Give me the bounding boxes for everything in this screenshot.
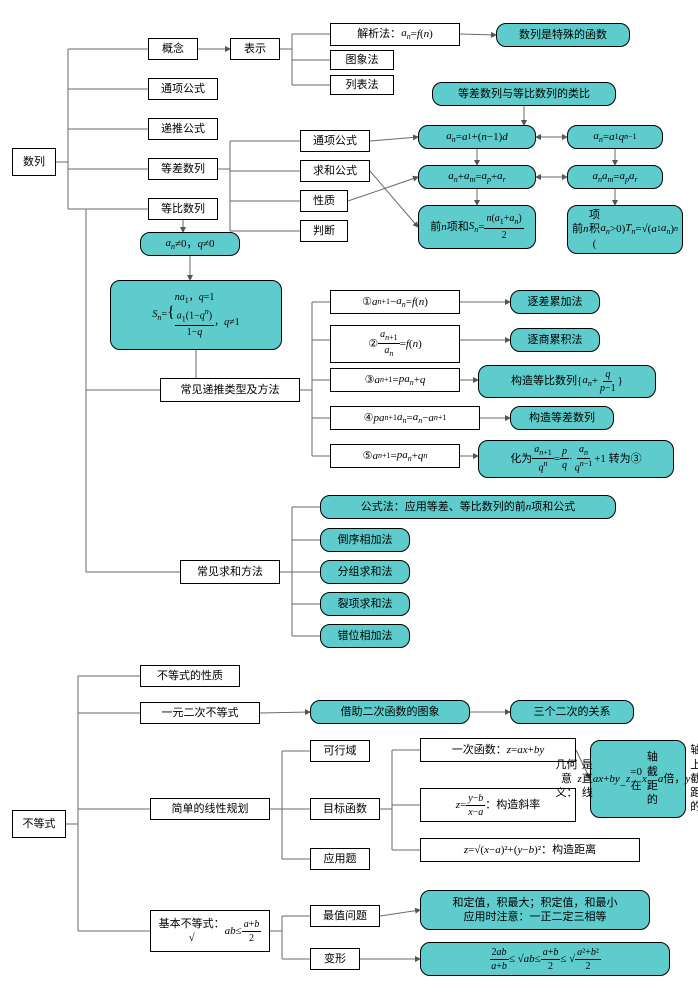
node-n_hdz: 和定值，积最大；积定值，和最小应用时注意：一正二定三相等 bbox=[420, 890, 650, 930]
node-n_tongxiang: 通项公式 bbox=[148, 78, 218, 100]
node-n_yc: 一次函数：z=ax+by bbox=[420, 738, 576, 762]
node-n_bxf: 2aba+b ≤ √ab≤a+b2 ≤ √a²+b²2 bbox=[420, 942, 670, 976]
node-n_r2b: 逐商累积法 bbox=[510, 328, 600, 352]
node-n_r4b: 构造等差数列 bbox=[510, 406, 614, 430]
node-n_r2: ②an+1an=f(n) bbox=[330, 325, 460, 363]
node-n_gainian: 概念 bbox=[148, 38, 198, 60]
node-n_ditui: 递推公式 bbox=[148, 118, 218, 140]
node-n_kxy: 可行域 bbox=[310, 740, 370, 762]
node-n_anne0: an≠0，q≠0 bbox=[140, 232, 240, 256]
node-n_mid_qh: 求和公式 bbox=[300, 160, 370, 182]
node-root1: 数列 bbox=[12, 148, 56, 176]
node-n_r5b: 化为an+1qn=pq·anqn−1+1 转为③ bbox=[478, 440, 674, 478]
node-n_dengbi: 等比数列 bbox=[148, 198, 218, 220]
node-n_mid_pd: 判断 bbox=[300, 220, 348, 242]
node-n_qh2: 倒序相加法 bbox=[320, 528, 410, 552]
node-n_teshufun: 数列是特殊的函数 bbox=[496, 23, 630, 47]
node-n_qhff: 常见求和方法 bbox=[180, 560, 280, 584]
node-n_biaoshi: 表示 bbox=[230, 38, 280, 60]
node-n_mbhs: 目标函数 bbox=[310, 798, 380, 820]
node-n_r4: ④pan+1an=an−an+1 bbox=[330, 406, 480, 430]
node-n_liebiao: 列表法 bbox=[330, 75, 394, 95]
node-n_yyt: 应用题 bbox=[310, 848, 370, 870]
node-n_prod_eq: anam=apar bbox=[567, 165, 663, 189]
node-n_an_q: an=a1qn−1 bbox=[567, 125, 663, 149]
node-n_qianN: 前 n 项和Sn=n(a1+an)2 bbox=[418, 205, 536, 249]
node-n_zzwt: 最值问题 bbox=[310, 905, 380, 927]
node-n_mid_tx: 通项公式 bbox=[300, 130, 370, 152]
node-n_r5: ⑤an+1=pan+qn bbox=[330, 444, 460, 468]
node-n_jbbds: 基本不等式：√ab≤a+b2 bbox=[150, 910, 270, 952]
node-n_yyec: 一元二次不等式 bbox=[140, 702, 260, 724]
node-n_jdxx: 简单的线性规划 bbox=[150, 798, 270, 820]
diagram-canvas: 数列不等式概念表示解析法：an=f(n)数列是特殊的函数图象法列表法通项公式递推… bbox=[0, 0, 698, 1000]
node-n_tuxiang: 图象法 bbox=[330, 50, 394, 70]
node-root2: 不等式 bbox=[12, 810, 66, 838]
node-n_leibi: 等差数列与等比数列的类比 bbox=[432, 82, 616, 106]
node-n_sum_eq: an+am=ap+ar bbox=[418, 165, 536, 189]
node-n_jl: z=√(x−a)²+(y−b)²：构造距离 bbox=[420, 838, 640, 862]
node-n_qh5: 错位相加法 bbox=[320, 624, 410, 648]
node-n_r3: ③an+1=pan+q bbox=[330, 368, 460, 392]
node-n_xl: z=y−bx−a：构造斜率 bbox=[420, 788, 576, 822]
node-n_qh1: 公式法：应用等差、等比数列的前 n 项和公式 bbox=[320, 495, 616, 519]
node-n_jiexi: 解析法：an=f(n) bbox=[330, 23, 460, 46]
node-n_changjian: 常见递推类型及方法 bbox=[160, 378, 300, 402]
node-n_r1: ①an+1−an=f(n) bbox=[330, 290, 460, 314]
node-n_dengcha: 等差数列 bbox=[148, 158, 218, 180]
node-n_bx: 变形 bbox=[310, 948, 360, 970]
node-n_jhyy: 几何意义：z 是直线 ax+by−z=0 在 x 轴截距的 a 倍，y 轴上截距… bbox=[590, 740, 686, 818]
node-n_an_d: an=a1+(n−1)d bbox=[418, 125, 536, 149]
node-n_bdsxz: 不等式的性质 bbox=[140, 665, 240, 687]
node-n_r3b: 构造等比数列{an+qp−1} bbox=[478, 365, 656, 398]
node-n_snbig: Sn={na1，q=1a1(1−qn)1−q，q≠1 bbox=[110, 280, 282, 350]
node-n_sanec: 三个二次的关系 bbox=[510, 700, 634, 724]
node-n_qh4: 裂项求和法 bbox=[320, 592, 410, 616]
node-n_jieju: 借助二次函数的图象 bbox=[310, 700, 470, 724]
node-n_qianJi: 前 n 项积(an>0)Tn=√(a1an)n bbox=[567, 205, 683, 254]
node-n_qh3: 分组求和法 bbox=[320, 560, 410, 584]
node-n_r1b: 逐差累加法 bbox=[510, 290, 600, 314]
node-n_mid_xz: 性质 bbox=[300, 190, 348, 212]
